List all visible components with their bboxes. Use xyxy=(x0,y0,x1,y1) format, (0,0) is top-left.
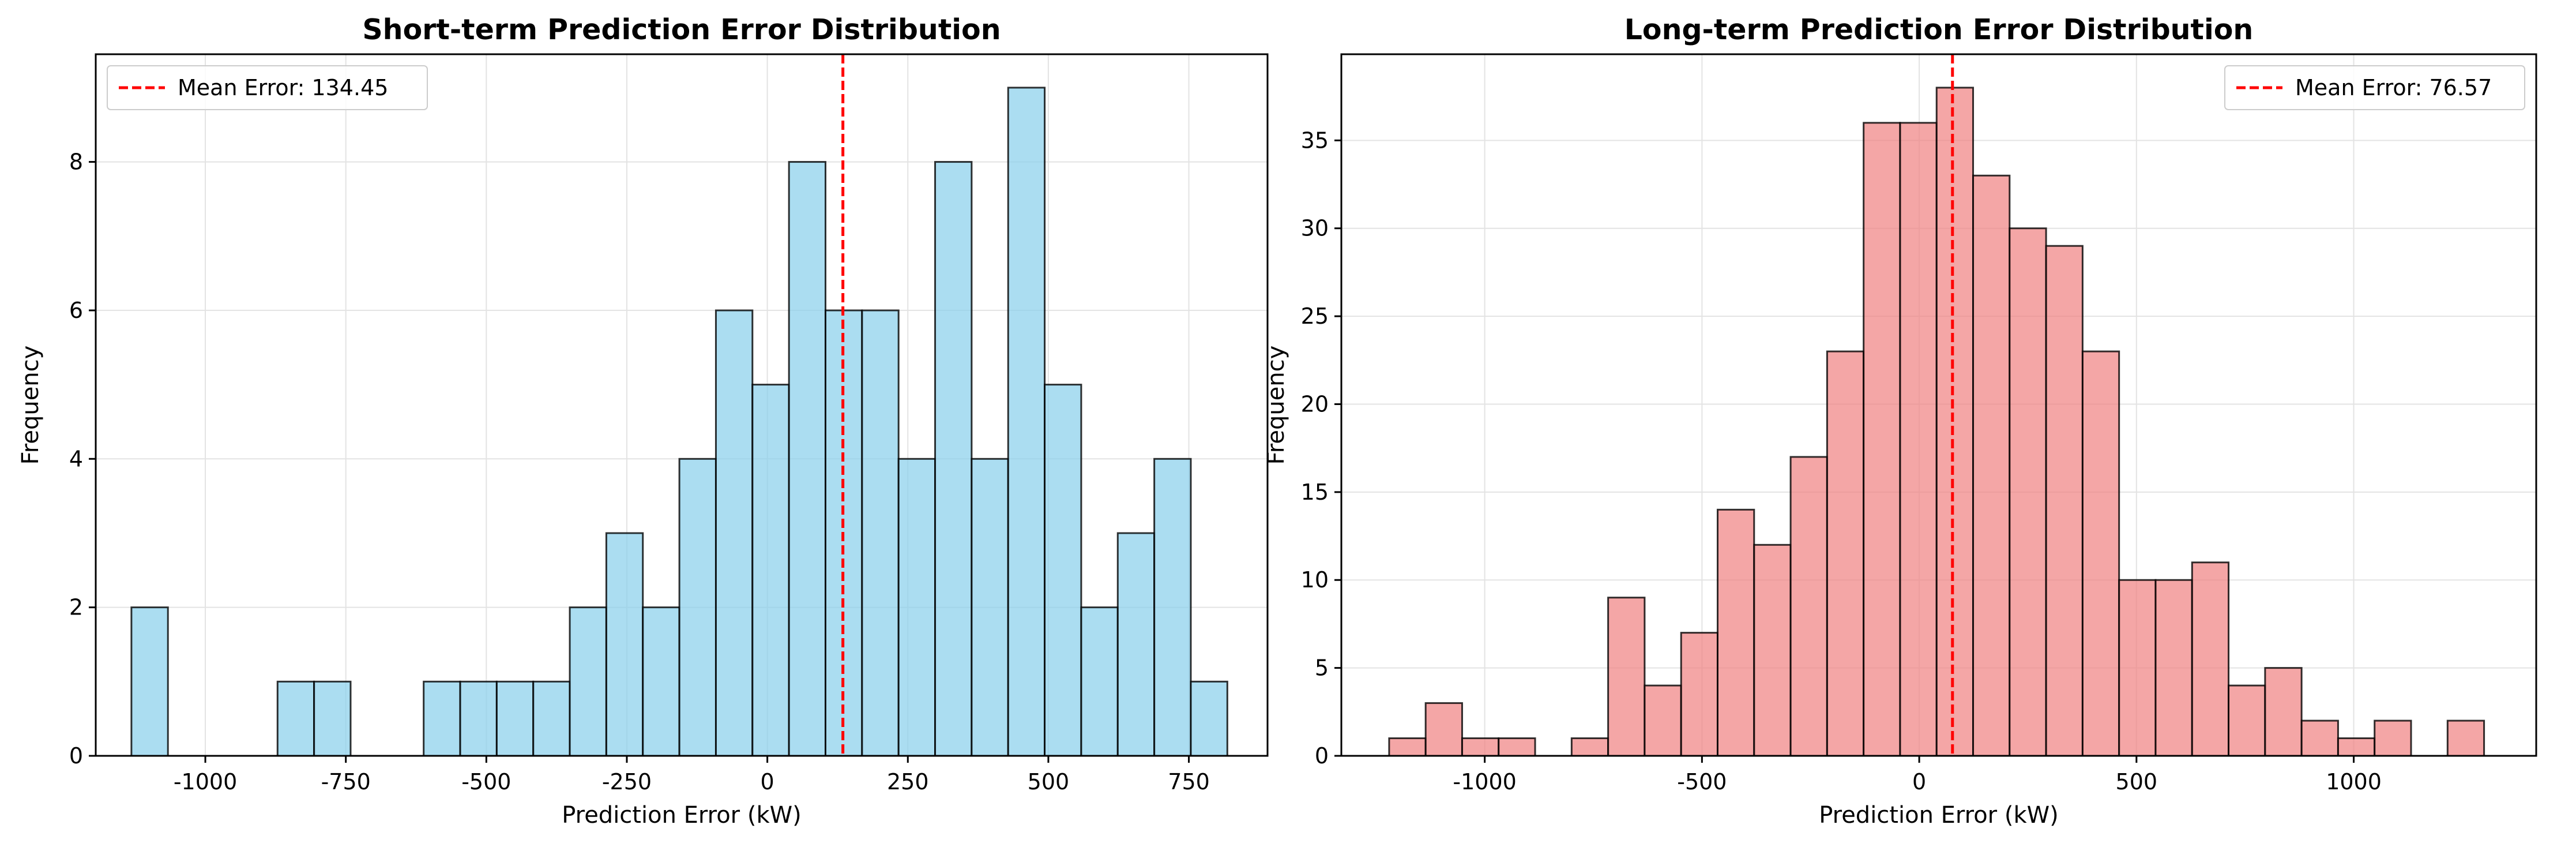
plot-frame xyxy=(95,53,1269,757)
legend-mean-label: Mean Error: 134.45 xyxy=(178,75,388,100)
histogram-bar xyxy=(1498,737,1536,757)
short-term-error-histogram: -1000 -750 -500 -250 0 250 500 750 0 2 4 6 8 Short-… xyxy=(17,13,1269,829)
y-tick-label: 15 xyxy=(1301,479,1329,505)
histogram-bar xyxy=(1461,737,1500,757)
histogram-bar xyxy=(897,458,937,757)
histogram-bar xyxy=(1716,508,1755,757)
histogram-bar xyxy=(1935,87,1975,757)
histogram-bar xyxy=(751,384,790,757)
x-tick-label: -1000 xyxy=(174,769,237,794)
histogram-bar xyxy=(861,309,900,757)
histogram-bar xyxy=(1899,122,1938,757)
histogram-bar xyxy=(1863,122,1901,757)
y-tick-label: 0 xyxy=(1315,743,1329,769)
legend: Mean Error: 134.45 xyxy=(107,65,428,110)
histogram-bar xyxy=(1424,702,1463,757)
x-tick-label: 250 xyxy=(887,769,929,794)
x-axis-label: Prediction Error (kW) xyxy=(562,802,802,829)
histogram-bar xyxy=(1153,458,1192,757)
histogram-bar xyxy=(1680,632,1718,757)
histogram-bar xyxy=(1644,684,1682,757)
histogram-bar xyxy=(2118,579,2157,757)
y-tick-label: 25 xyxy=(1301,303,1329,329)
y-tick-label: 4 xyxy=(69,446,83,471)
histogram-bar xyxy=(1388,737,1427,757)
x-tick-label: -500 xyxy=(461,769,511,794)
histogram-bar xyxy=(276,680,315,757)
x-tick-label: -1000 xyxy=(1453,769,1516,794)
histogram-bar xyxy=(1190,680,1228,757)
x-tick-label: 750 xyxy=(1168,769,1210,794)
histogram-bar xyxy=(1826,350,1865,757)
histogram-bar xyxy=(1044,384,1082,757)
histogram-bar xyxy=(2009,227,2047,757)
y-tick-label: 5 xyxy=(1315,655,1329,681)
chart-title: Short-term Prediction Error Distribution xyxy=(362,13,1001,46)
legend-box xyxy=(2224,65,2525,110)
histogram-bar xyxy=(313,680,352,757)
x-tick-label: 500 xyxy=(2116,769,2158,794)
histogram-bar xyxy=(495,680,535,757)
plot-frame xyxy=(1340,53,2537,757)
histogram-bar xyxy=(1116,532,1156,757)
histogram-bar xyxy=(2228,684,2266,757)
x-tick-label: 0 xyxy=(1912,769,1926,794)
histogram-bar xyxy=(642,606,680,757)
histogram-bar xyxy=(130,606,169,757)
histogram-bar xyxy=(605,532,644,757)
histogram-bar xyxy=(1753,544,1792,757)
y-tick-label: 35 xyxy=(1301,128,1329,153)
y-tick-label: 6 xyxy=(69,298,83,323)
y-tick-label: 8 xyxy=(69,149,83,175)
histogram-bar xyxy=(2081,350,2120,757)
histogram-bar xyxy=(788,161,826,757)
legend-box xyxy=(107,65,428,110)
x-tick-label: -250 xyxy=(602,769,652,794)
x-tick-label: -500 xyxy=(1677,769,1727,794)
histogram-bar xyxy=(532,680,571,757)
histogram-bar xyxy=(2446,719,2485,757)
y-tick-label: 0 xyxy=(69,743,83,769)
histogram-bar xyxy=(1570,737,1609,757)
y-tick-label: 30 xyxy=(1301,216,1329,241)
y-tick-label: 10 xyxy=(1301,567,1329,593)
histogram-bar xyxy=(678,458,717,757)
histogram-bar xyxy=(569,606,607,757)
x-axis-label: Prediction Error (kW) xyxy=(1819,802,2059,829)
histogram-bar xyxy=(1007,87,1046,757)
histogram-bar xyxy=(1607,597,1646,757)
x-tick-label: 500 xyxy=(1028,769,1070,794)
y-axis-label: Frequency xyxy=(17,346,44,465)
histogram-bar xyxy=(2045,245,2084,757)
chart-title: Long-term Prediction Error Distribution xyxy=(1624,13,2254,46)
x-tick-label: 1000 xyxy=(2326,769,2382,794)
long-term-error-histogram: -1000 -500 0 500 1000 0 5 10 15 20 25 30 35 Long-te… xyxy=(1263,13,2537,829)
histogram-bar xyxy=(2191,561,2230,757)
legend-mean-label: Mean Error: 76.57 xyxy=(2295,75,2492,100)
histogram-bar xyxy=(934,161,973,757)
histogram-bar xyxy=(971,458,1009,757)
histogram-bar xyxy=(2374,719,2412,757)
histogram-bar xyxy=(714,309,754,757)
legend: Mean Error: 76.57 xyxy=(2224,65,2525,110)
histogram-bar xyxy=(1080,606,1119,757)
y-axis-label: Frequency xyxy=(1263,346,1289,465)
histogram-bar xyxy=(459,680,498,757)
y-tick-label: 2 xyxy=(69,595,83,620)
histogram-bar xyxy=(1972,174,2011,757)
histogram-bar xyxy=(2337,737,2376,757)
histogram-bar xyxy=(1789,456,1828,757)
x-tick-label: -750 xyxy=(321,769,371,794)
histogram-bar xyxy=(2264,667,2303,757)
x-tick-label: 0 xyxy=(761,769,774,794)
histogram-bar xyxy=(2300,719,2339,757)
histogram-bar xyxy=(423,680,461,757)
histogram-bar xyxy=(2154,579,2193,757)
y-tick-label: 20 xyxy=(1301,391,1329,417)
